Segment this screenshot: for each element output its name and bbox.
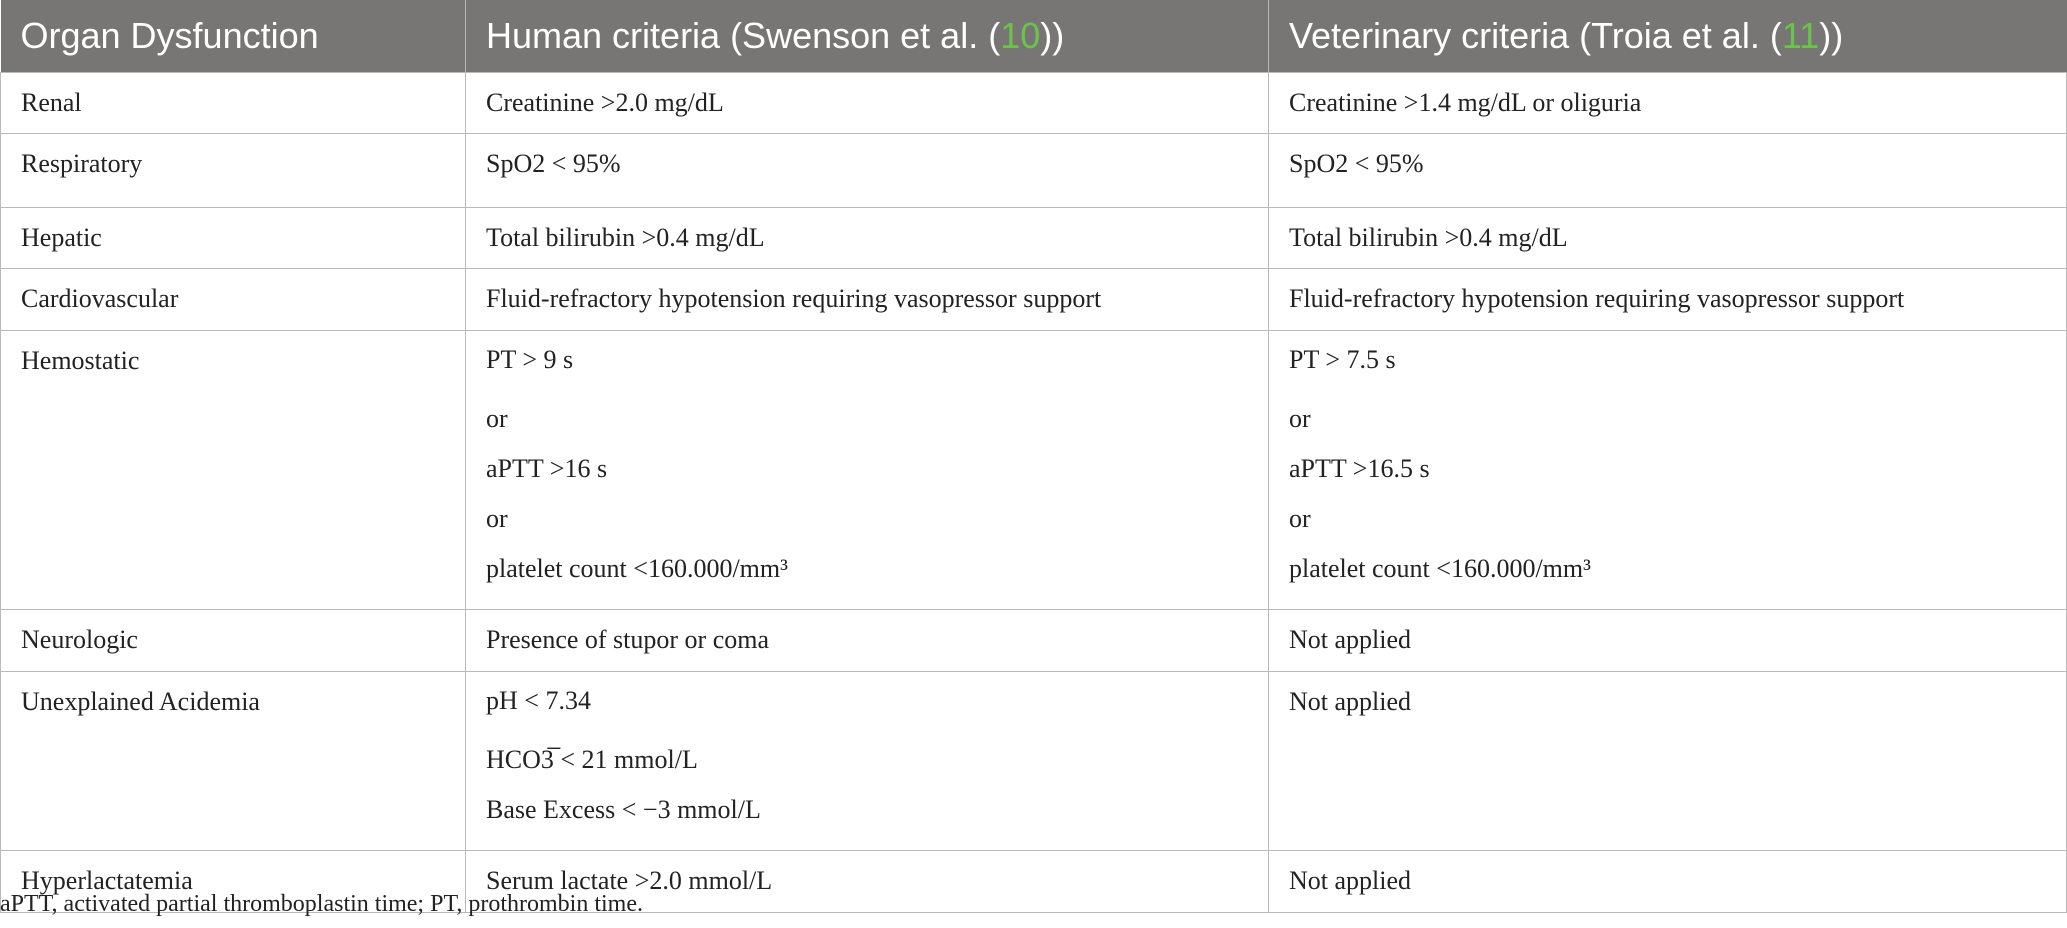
cell-line: SpO2 < 95%	[486, 149, 621, 178]
table-row: Hemostatic PT > 9 s or aPTT >16 s or platelet…	[0, 330, 2067, 610]
cell-line: Not applied	[1289, 625, 1412, 654]
header-veterinary-prefix: Veterinary criteria (Troia et al. (	[1289, 15, 1782, 56]
cell-line: Creatinine >2.0 mg/dL	[486, 88, 724, 117]
cell-line: pH < 7.34	[486, 686, 591, 715]
header-organ-dysfunction: Organ Dysfunction	[0, 0, 466, 73]
cell-line: Total bilirubin >0.4 mg/dL	[1289, 223, 1568, 252]
cell-veterinary-criteria: Total bilirubin >0.4 mg/dL	[1268, 207, 2067, 269]
cell-line: or	[486, 404, 508, 433]
table-header-row: Organ Dysfunction Human criteria (Swenso…	[0, 0, 2067, 73]
cell-veterinary-criteria: Not applied	[1268, 671, 2067, 851]
header-human-suffix: ))	[1040, 15, 1065, 56]
cell-line: PT > 7.5 s	[1289, 345, 1396, 374]
cell-line: or	[1289, 404, 1311, 433]
cell-veterinary-criteria: SpO2 < 95%	[1268, 133, 2067, 208]
cell-line: Fluid-refractory hypotension requiring v…	[486, 284, 1102, 313]
table-body: Renal Creatinine >2.0 mg/dL Creatinine >1.…	[0, 72, 2067, 913]
cell-line: Base Excess < −3 mmol/L	[486, 795, 761, 824]
table-row: Neurologic Presence of stupor or coma Not …	[0, 609, 2067, 672]
cell-line: Serum lactate >2.0 mmol/L	[486, 866, 773, 895]
cell-organ: Renal	[0, 72, 466, 134]
cell-line: aPTT >16 s	[486, 454, 608, 483]
cell-line: aPTT >16.5 s	[1289, 454, 1430, 483]
cell-line: or	[486, 504, 508, 533]
cell-organ: Cardiovascular	[0, 268, 466, 331]
cell-human-criteria: Total bilirubin >0.4 mg/dL	[465, 207, 1269, 269]
header-human-criteria: Human criteria (Swenson et al. (10))	[465, 0, 1269, 73]
table-row: Hyperlactatemia Serum lactate >2.0 mmol/L…	[0, 850, 2067, 913]
table-row: Cardiovascular Fluid-refractory hypotensi…	[0, 268, 2067, 331]
cell-human-criteria: Serum lactate >2.0 mmol/L	[465, 850, 1269, 913]
table-footnote: aPTT, activated partial thromboplastin t…	[0, 891, 643, 917]
table-row: Respiratory SpO2 < 95% SpO2 < 95%	[0, 133, 2067, 208]
table-row: Unexplained Acidemia pH < 7.34 HCO3̅ < 21 …	[0, 671, 2067, 851]
cell-human-criteria: Presence of stupor or coma	[465, 609, 1269, 672]
cell-line: platelet count <160.000/mm³	[1289, 554, 1591, 583]
reference-link-10[interactable]: 10	[1000, 15, 1041, 56]
cell-human-criteria: pH < 7.34 HCO3̅ < 21 mmol/L Base Excess < …	[465, 671, 1269, 851]
table-row: Hepatic Total bilirubin >0.4 mg/dL Total b…	[0, 207, 2067, 269]
cell-line: Creatinine >1.4 mg/dL or oliguria	[1289, 88, 1642, 117]
header-veterinary-suffix: ))	[1819, 15, 1844, 56]
reference-link-11[interactable]: 11	[1781, 15, 1820, 56]
cell-line: PT > 9 s	[486, 345, 574, 374]
cell-line: Fluid-refractory hypotension requiring v…	[1289, 284, 1905, 313]
cell-human-criteria: Fluid-refractory hypotension requiring v…	[465, 268, 1269, 331]
cell-line: Presence of stupor or coma	[486, 625, 770, 654]
cell-organ: Hemostatic	[0, 330, 466, 610]
cell-veterinary-criteria: Creatinine >1.4 mg/dL or oliguria	[1268, 72, 2067, 134]
cell-line: Total bilirubin >0.4 mg/dL	[486, 223, 765, 252]
header-veterinary-criteria: Veterinary criteria (Troia et al. (11))	[1268, 0, 2067, 73]
table-row: Renal Creatinine >2.0 mg/dL Creatinine >1.…	[0, 72, 2067, 134]
cell-veterinary-criteria: Not applied	[1268, 609, 2067, 672]
cell-line: SpO2 < 95%	[1289, 149, 1424, 178]
cell-veterinary-criteria: PT > 7.5 s or aPTT >16.5 s or platelet count…	[1268, 330, 2067, 610]
cell-organ: Hepatic	[0, 207, 466, 269]
cell-veterinary-criteria: Fluid-refractory hypotension requiring v…	[1268, 268, 2067, 331]
cell-line: HCO3̅ < 21 mmol/L	[486, 745, 698, 774]
cell-organ: Hyperlactatemia	[0, 850, 466, 913]
cell-line: platelet count <160.000/mm³	[486, 554, 788, 583]
cell-organ: Respiratory	[0, 133, 466, 208]
cell-veterinary-criteria: Not applied	[1268, 850, 2067, 913]
cell-human-criteria: Creatinine >2.0 mg/dL	[465, 72, 1269, 134]
cell-line: or	[1289, 504, 1311, 533]
cell-human-criteria: PT > 9 s or aPTT >16 s or platelet count <16…	[465, 330, 1269, 610]
cell-organ: Unexplained Acidemia	[0, 671, 466, 851]
cell-organ: Neurologic	[0, 609, 466, 672]
cell-line: Not applied	[1289, 687, 1412, 716]
cell-human-criteria: SpO2 < 95%	[465, 133, 1269, 208]
cell-line: Not applied	[1289, 866, 1412, 895]
header-human-prefix: Human criteria (Swenson et al. (	[486, 15, 1001, 56]
